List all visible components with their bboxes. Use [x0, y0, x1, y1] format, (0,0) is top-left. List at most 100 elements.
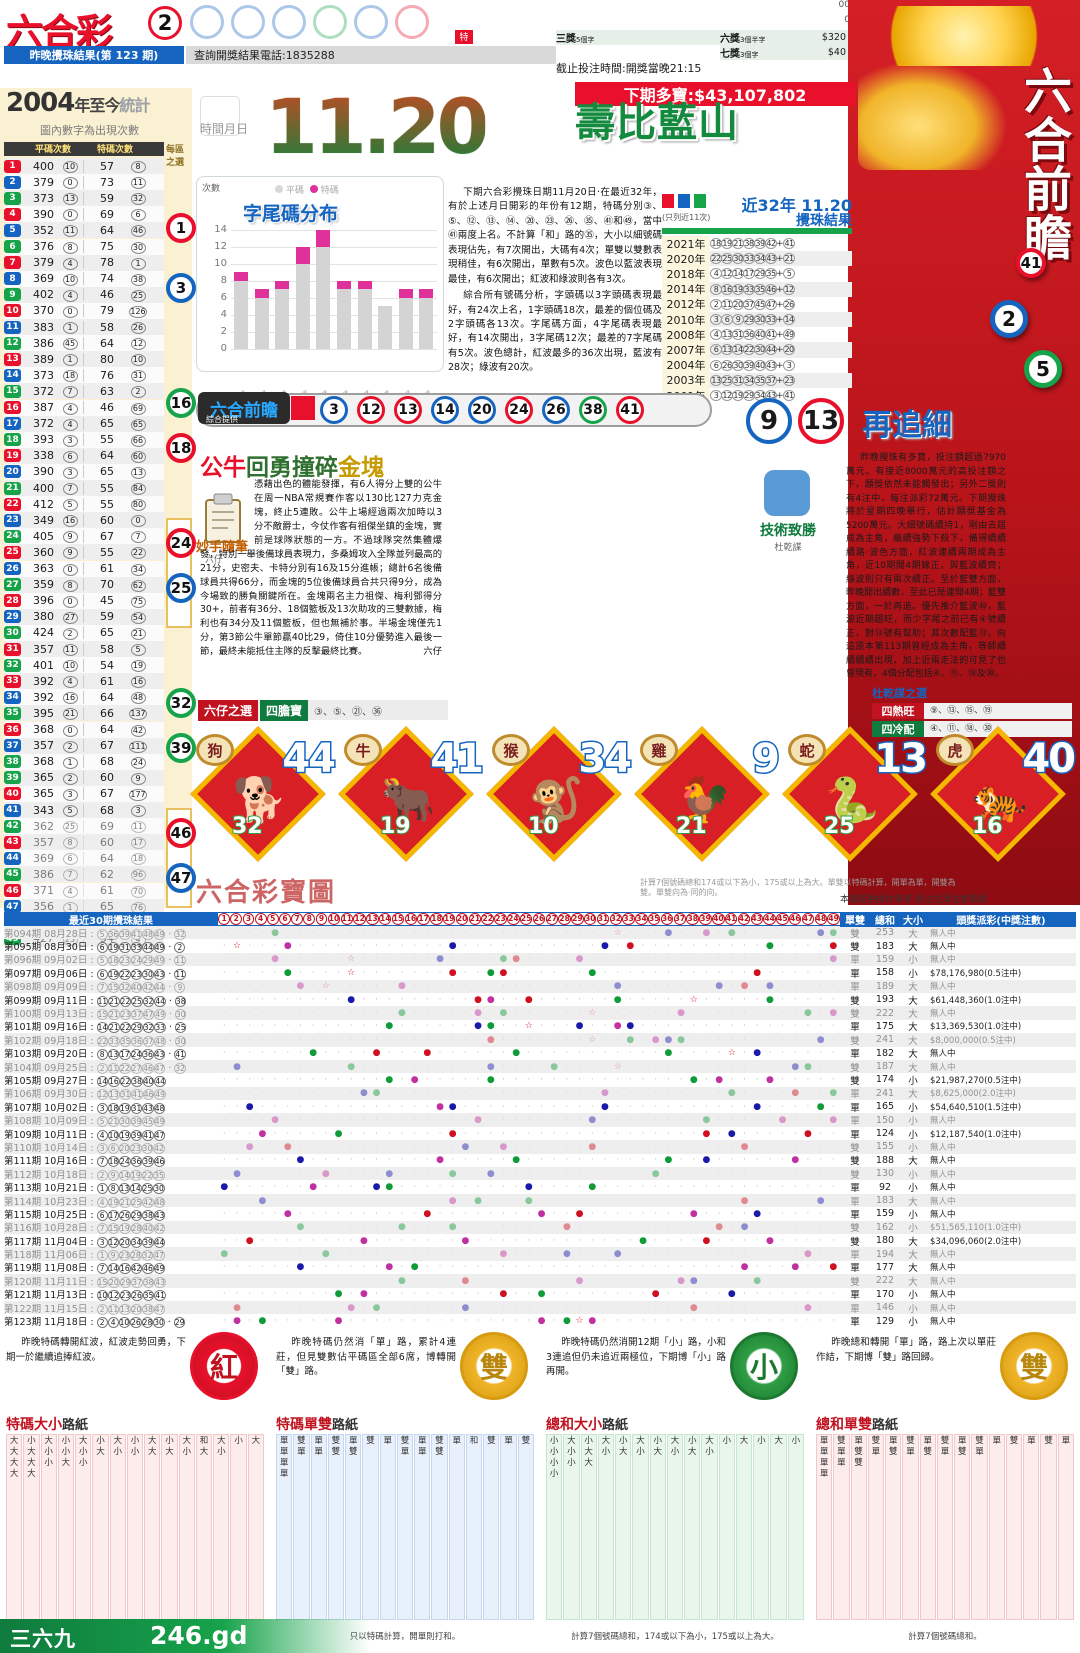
forecast-tag[interactable]: 六合前瞻: [198, 392, 290, 424]
draw-dot: ●: [740, 1195, 749, 1206]
draw-dot: ●: [715, 1074, 724, 1085]
road-cell: [903, 1469, 917, 1480]
empty-cell: ·: [286, 1128, 290, 1139]
empty-cell: ·: [692, 967, 696, 978]
empty-cell: ·: [375, 1235, 379, 1246]
empty-cell: ·: [375, 1249, 379, 1260]
forecast-ball[interactable]: 12: [357, 396, 385, 424]
draw-dot: ●: [258, 1128, 267, 1139]
empty-cell: ·: [514, 1088, 518, 1099]
empty-cell: ·: [248, 1316, 252, 1327]
forecast-ball[interactable]: 13: [394, 396, 422, 424]
empty-cell: ·: [666, 967, 670, 978]
empty-cell: ·: [425, 941, 429, 952]
empty-cell: ·: [413, 1182, 417, 1193]
road-cell: [685, 1469, 699, 1480]
forecast-ball[interactable]: 3: [320, 396, 348, 424]
road-cell: 大: [567, 1436, 576, 1446]
empty-cell: ·: [793, 1195, 797, 1206]
empty-cell: ·: [451, 1289, 455, 1300]
draw-dot: ●: [423, 1208, 432, 1219]
stats-row: 20 390 3 65 13: [4, 463, 164, 480]
road-cell: 和: [199, 1436, 209, 1446]
cold-label: 四冷配: [872, 721, 924, 737]
forecast-ball[interactable]: 38: [579, 396, 607, 424]
road-map: 特碼單雙路紙單單單單雙單 單單 雙雙 單雙 雙 單 雙單 單單 雙雙 單 和 雙…: [276, 1414, 534, 1642]
empty-cell: ·: [781, 1195, 785, 1206]
empty-cell: ·: [717, 1115, 721, 1126]
empty-cell: ·: [590, 1195, 594, 1206]
draw-dot: ●: [296, 1155, 305, 1166]
empty-cell: ·: [527, 1061, 531, 1072]
forecast-ball[interactable]: 14: [431, 396, 459, 424]
draw-dot: ●: [448, 1128, 457, 1139]
stats-row: 13 389 1 80 10: [4, 351, 164, 368]
stats-special-gap: 25: [117, 288, 159, 302]
road-cell: [737, 1458, 751, 1469]
empty-cell: ·: [806, 994, 810, 1005]
empty-cell: ·: [705, 1208, 708, 1219]
empty-cell: ·: [387, 1195, 391, 1206]
empty-cell: ·: [273, 941, 277, 952]
empty-cell: ·: [552, 1101, 556, 1112]
hero-date-big: 11.20: [265, 82, 489, 171]
empty-cell: ·: [502, 1088, 505, 1099]
empty-cell: ·: [337, 1008, 340, 1019]
road-cell: 大: [27, 1447, 36, 1457]
gridline: [231, 331, 437, 333]
zodiac-item: 🐍 蛇 13 25: [782, 726, 929, 862]
empty-cell: ·: [705, 1275, 708, 1286]
empty-cell: ·: [413, 1141, 417, 1152]
empty-cell: ·: [628, 967, 632, 978]
road-cell: [501, 1447, 515, 1458]
stats-special-count: 70: [83, 578, 117, 592]
empty-cell: ·: [273, 1249, 277, 1260]
empty-cell: ·: [299, 1115, 302, 1126]
stats-special-gap: 65: [117, 417, 159, 431]
empty-cell: ·: [679, 1262, 683, 1273]
zodiac-animal-label: 牛: [344, 734, 382, 766]
stats-normal-count: 390: [33, 465, 54, 479]
stats-special-count: 79: [83, 304, 117, 318]
empty-cell: ·: [425, 1195, 429, 1206]
road-cell: [467, 1447, 481, 1458]
empty-cell: ·: [679, 954, 683, 965]
empty-cell: ·: [400, 1101, 404, 1112]
road-cell: [363, 1469, 377, 1480]
empty-cell: ·: [755, 1155, 759, 1166]
empty-cell: ·: [666, 1168, 670, 1179]
stats-normal-count: 373: [33, 368, 54, 382]
empty-cell: ·: [692, 1141, 696, 1152]
empty-cell: ·: [793, 1275, 797, 1286]
empty-cell: ·: [730, 1222, 734, 1233]
article2-ball-b: 13: [798, 398, 844, 444]
empty-cell: ·: [273, 1222, 277, 1233]
forecast-ball[interactable]: 26: [542, 396, 570, 424]
number-col-header: 30: [583, 913, 597, 925]
empty-cell: ·: [578, 1141, 582, 1152]
empty-cell: ·: [641, 954, 645, 965]
forecast-ball[interactable]: 20: [468, 396, 496, 424]
draw-dot: ●: [410, 1074, 419, 1085]
footer-url[interactable]: 246.gd: [150, 1621, 248, 1650]
empty-cell: ·: [438, 1048, 442, 1059]
zodiac-animal-label: 蛇: [788, 734, 826, 766]
empty-cell: ·: [552, 1021, 556, 1032]
empty-cell: ·: [502, 1302, 505, 1313]
empty-cell: ·: [781, 1088, 785, 1099]
empty-cell: ·: [337, 927, 340, 938]
road-cell: 單: [314, 1447, 323, 1457]
empty-cell: ·: [717, 927, 721, 938]
road-cell: [886, 1469, 900, 1480]
empty-cell: ·: [260, 994, 264, 1005]
stats-special-count: 54: [83, 658, 117, 672]
draw-dot: ●: [448, 1222, 457, 1233]
forecast-ball[interactable]: 41: [616, 396, 644, 424]
forecast-ball[interactable]: 24: [505, 396, 533, 424]
empty-cell: ·: [590, 1289, 594, 1300]
road-column: 雙單: [936, 1434, 954, 1620]
empty-cell: ·: [222, 927, 226, 938]
empty-cell: ·: [235, 1101, 239, 1112]
empty-cell: ·: [540, 1141, 543, 1152]
empty-cell: ·: [590, 1249, 594, 1260]
